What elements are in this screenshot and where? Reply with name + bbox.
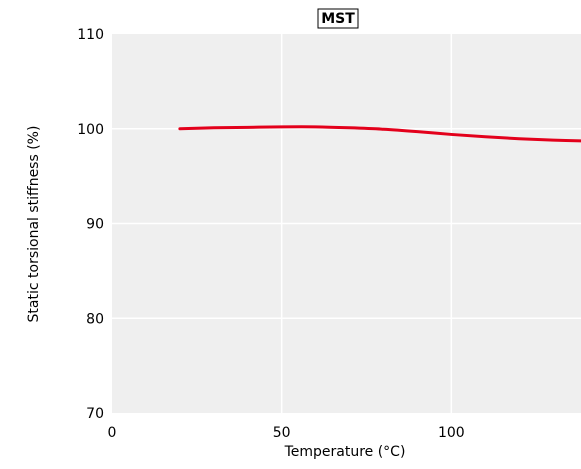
y-axis-label: Static torsional stiffness (%) bbox=[26, 126, 42, 323]
x-tick-label: 100 bbox=[438, 425, 465, 441]
y-tick-label: 90 bbox=[86, 217, 104, 233]
y-tick-label: 80 bbox=[86, 311, 104, 327]
x-tick-label: 50 bbox=[273, 425, 291, 441]
y-axis-ticks: 70 80 90 100 110 bbox=[77, 27, 104, 422]
x-axis-label: Temperature (°C) bbox=[284, 444, 406, 460]
y-tick-label: 70 bbox=[86, 406, 104, 422]
x-tick-label: 0 bbox=[108, 425, 117, 441]
y-tick-label: 110 bbox=[77, 27, 104, 43]
series-layer bbox=[178, 125, 581, 143]
series-line bbox=[178, 125, 581, 143]
chart-title-box bbox=[317, 8, 359, 29]
y-tick-label: 100 bbox=[77, 122, 104, 138]
chart-title: MST bbox=[321, 11, 355, 27]
grid bbox=[112, 34, 581, 413]
x-axis-ticks: 050100150 bbox=[108, 425, 465, 441]
